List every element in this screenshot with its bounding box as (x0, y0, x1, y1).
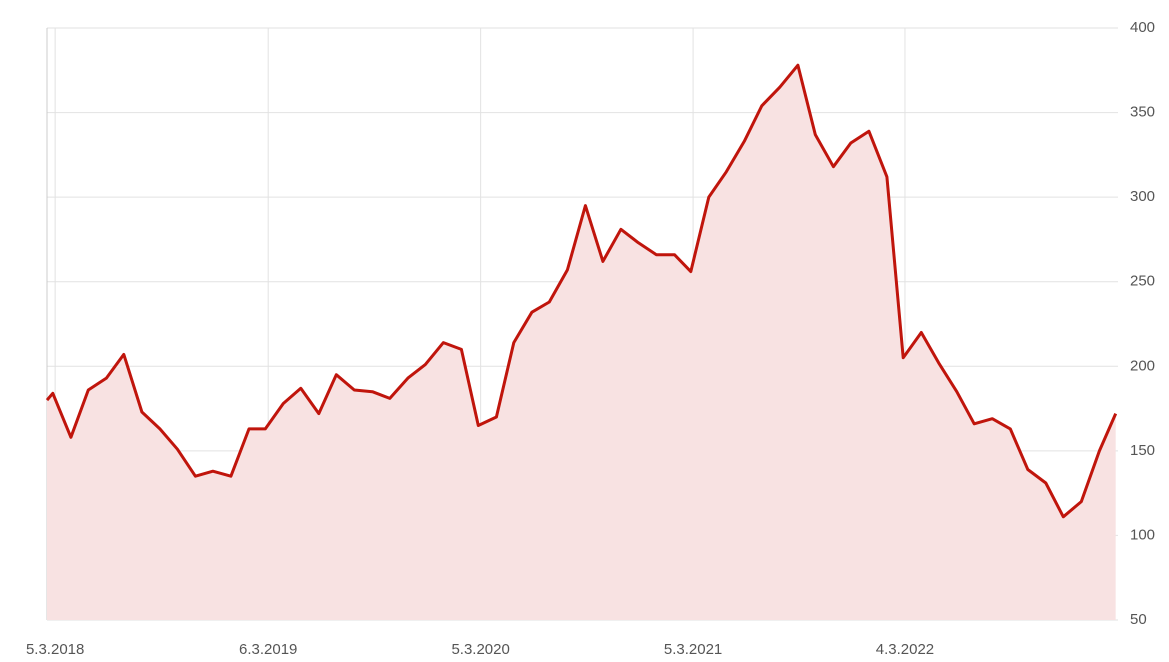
x-tick-label: 5.3.2018 (26, 641, 84, 658)
x-tick-label: 5.3.2021 (664, 641, 722, 658)
y-tick-label: 300 (1130, 188, 1155, 205)
y-tick-label: 350 (1130, 104, 1155, 121)
price-line (45, 63, 1118, 519)
y-tick-label: 100 (1130, 526, 1155, 543)
x-tick-label: 4.3.2022 (876, 641, 934, 658)
area-fill (47, 65, 1116, 620)
y-tick-label: 400 (1130, 19, 1155, 36)
y-tick-label: 250 (1130, 273, 1155, 290)
x-tick-label: 5.3.2020 (451, 641, 509, 658)
y-tick-label: 150 (1130, 442, 1155, 459)
y-tick-label: 50 (1130, 611, 1147, 628)
y-tick-label: 200 (1130, 357, 1155, 374)
x-tick-label: 6.3.2019 (239, 641, 297, 658)
